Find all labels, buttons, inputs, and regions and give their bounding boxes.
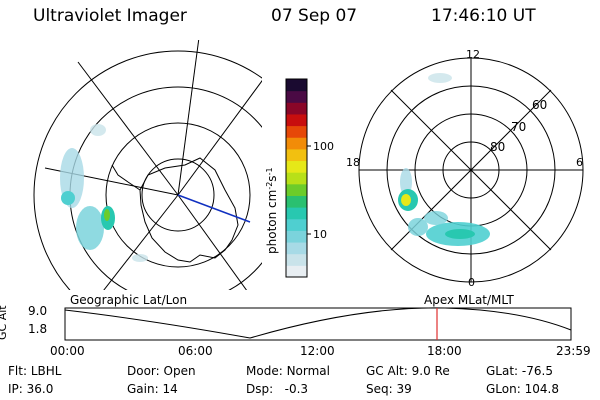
meridian-line	[177, 40, 200, 196]
aurora-oval	[398, 73, 490, 246]
mlt-label-6: 6	[576, 156, 583, 169]
mlat-label-80: 80	[490, 140, 506, 154]
timeline-y-label: GC Alt	[0, 305, 9, 340]
mlt-label-12: 12	[466, 48, 480, 61]
timeline-tick-1200: 12:00	[300, 344, 335, 358]
colorbar-cell	[286, 79, 307, 92]
gc-alt-field: GC Alt: 9.0 Re	[366, 364, 450, 378]
timeline-tick-1800: 18:00	[427, 344, 462, 358]
colorbar-tick-100: 100	[313, 140, 334, 153]
colorbar-cell	[286, 265, 307, 278]
colorbar-cell	[286, 113, 307, 127]
mode-field: Mode: Normal	[246, 364, 330, 378]
ip-field: IP: 36.0	[8, 382, 54, 396]
lat-circle-60	[69, 86, 262, 290]
timeline-tick-0600: 06:00	[178, 344, 213, 358]
mlat-label-70: 70	[511, 120, 527, 134]
timeline-tick-1.8: 1.8	[28, 322, 48, 336]
dsp-field: Dsp: -0.3	[246, 382, 309, 396]
terminator-line	[177, 194, 251, 223]
colorbar-cell	[286, 242, 307, 255]
date-label: 07 Sep 07	[271, 6, 358, 26]
colorbar-cell	[286, 230, 307, 243]
timeline-tick-9: 9.0	[28, 304, 48, 318]
magnetic-map[interactable]	[340, 52, 600, 288]
antarctica-coastline	[139, 157, 239, 263]
door-field: Door: Open	[127, 364, 196, 378]
colorbar-cell	[286, 137, 307, 150]
timeline-tick-0000: 00:00	[50, 344, 85, 358]
time-label: 17:46:10 UT	[431, 6, 536, 26]
colorbar-cell	[286, 183, 307, 196]
meridian-line	[177, 194, 248, 290]
color-bar: photon cm-2s-1	[265, 78, 311, 278]
antarctic-peninsula	[111, 164, 141, 191]
colorbar-tick-10: 10	[313, 228, 327, 241]
colorbar-cell	[286, 218, 307, 231]
left-panel-label: Geographic Lat/Lon	[70, 293, 188, 307]
mlat-label-60: 60	[532, 98, 548, 112]
colorbar-cell	[286, 253, 307, 266]
glat-field: GLat: -76.5	[486, 364, 553, 378]
colorbar-cell	[286, 148, 307, 162]
colorbar-cell	[286, 195, 307, 208]
meridian-line	[77, 61, 179, 196]
colorbar-cell	[286, 207, 307, 220]
lat-circle-80	[141, 158, 215, 232]
altitude-curve	[64, 307, 572, 339]
glon-field: GLon: 104.8	[486, 382, 559, 396]
colorbar-cell	[286, 125, 307, 138]
meridian-line	[103, 194, 179, 290]
geographic-map[interactable]	[0, 40, 262, 290]
mlt-label-0: 0	[468, 276, 475, 289]
meridian-line	[177, 80, 262, 196]
gain-field: Gain: 14	[127, 382, 178, 396]
colorbar-cell	[286, 102, 307, 115]
mlt-label-18: 18	[346, 156, 360, 169]
app-title: Ultraviolet Imager	[33, 6, 187, 26]
colorbar-cell	[286, 172, 307, 185]
lat-circle-50	[33, 50, 262, 290]
lat-circle-70	[105, 122, 251, 268]
right-panel-label: Apex MLat/MLT	[424, 293, 514, 307]
seq-field: Seq: 39	[366, 382, 412, 396]
aurora-emission	[60, 124, 148, 262]
colorbar-cell	[286, 90, 307, 103]
flt-field: Flt: LBHL	[8, 364, 62, 378]
altitude-timeline[interactable]: GC Alt	[0, 300, 600, 350]
timeline-tick-2359: 23:59	[556, 344, 591, 358]
colorbar-unit-label: photon cm-2s-1	[265, 167, 280, 254]
colorbar-cell	[286, 160, 307, 173]
